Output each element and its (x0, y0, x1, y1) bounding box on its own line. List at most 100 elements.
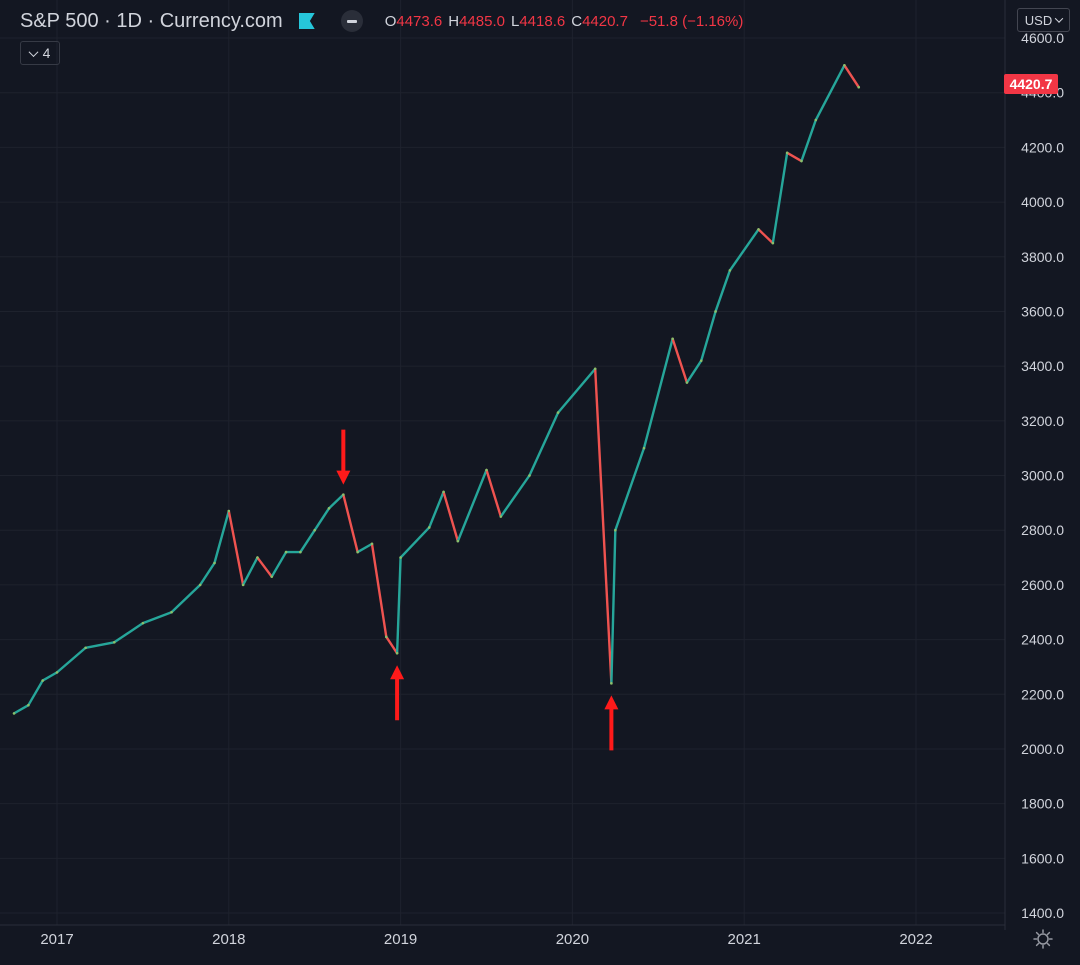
ohlc-close: C4420.7 (571, 12, 628, 30)
price-segment (12, 703, 30, 715)
price-segment (785, 151, 803, 163)
price-point (642, 446, 646, 450)
y-tick-label: 1400.0 (1021, 905, 1064, 921)
currency-select[interactable]: USD (1017, 8, 1070, 32)
price-point (12, 712, 16, 715)
grid (0, 0, 1005, 925)
price-point (313, 528, 317, 532)
price-segment (141, 611, 173, 625)
price-segment (299, 528, 316, 554)
annotation-arrow-up (390, 665, 405, 721)
ohlc-values: O4473.6 H4485.0 L4418.6 C4420.7 −51.8 (−… (385, 13, 744, 30)
price-segment (556, 367, 597, 414)
price-point (395, 651, 399, 655)
hide-legend-button[interactable] (340, 10, 363, 32)
ohlc-low: L4418.6 (510, 12, 566, 30)
price-segment (227, 509, 245, 587)
price-point (227, 509, 231, 513)
price-segment (428, 490, 445, 529)
price-segment (213, 509, 231, 565)
price-segment (814, 64, 846, 122)
x-tick-label: 2019 (384, 931, 417, 948)
y-tick-label: 1800.0 (1021, 796, 1064, 812)
price-change: −51.8 (−1.16%) (639, 12, 744, 30)
price-point (456, 539, 460, 543)
price-point (170, 610, 173, 614)
price-point (270, 575, 274, 578)
price-segment (528, 411, 560, 477)
price-segment (342, 493, 359, 554)
price-segment (385, 635, 399, 655)
settings-button[interactable] (1030, 926, 1056, 952)
y-tick-label: 3400.0 (1021, 358, 1064, 374)
y-tick-label: 2200.0 (1021, 686, 1064, 702)
annotation-arrow-up (604, 695, 619, 751)
price-segment (714, 269, 732, 313)
price-segment (499, 474, 531, 518)
y-tick-label: 2400.0 (1021, 632, 1064, 648)
price-point (771, 241, 775, 245)
indicators-toggle-button[interactable]: 4 (20, 41, 60, 65)
price-point (213, 561, 216, 565)
price-segment (485, 468, 503, 518)
price-point (41, 679, 44, 682)
gear-icon (1033, 929, 1053, 949)
price-segment (241, 556, 259, 587)
time-axis[interactable]: 2017 2018 2019 2020 2021 2022 (40, 931, 932, 948)
y-tick-label: 1600.0 (1021, 850, 1064, 866)
price-point (757, 228, 760, 231)
x-tick-label: 2017 (40, 931, 73, 948)
flag-icon[interactable] (298, 13, 315, 29)
chart-legend: S&P 500 · 1D · Currency.com O4473.6 H448… (0, 6, 1010, 36)
currency-label: USD (1024, 12, 1053, 28)
price-segment (685, 359, 703, 384)
price-point (593, 367, 597, 371)
y-tick-label: 4200.0 (1021, 139, 1064, 155)
price-segment (442, 490, 460, 543)
x-tick-label: 2021 (728, 931, 761, 948)
price-point (442, 490, 445, 494)
last-price-badge: 4420.7 (1004, 74, 1058, 94)
price-point (614, 528, 617, 532)
x-tick-label: 2020 (556, 931, 589, 948)
price-segment (370, 542, 388, 639)
price-segment (757, 228, 775, 245)
price-point (800, 159, 803, 163)
price-segment (327, 493, 345, 510)
annotation-arrow-down (336, 429, 351, 485)
price-segment (456, 468, 488, 543)
price-point (284, 550, 288, 554)
price-point (241, 583, 245, 587)
price-point (84, 646, 87, 650)
price-segment (800, 118, 817, 163)
y-tick-label: 4000.0 (1021, 194, 1064, 210)
price-point (198, 583, 202, 587)
price-segment (771, 151, 789, 245)
price-point (399, 556, 402, 559)
price-segment (399, 526, 431, 559)
price-point (342, 493, 345, 496)
price-segment (55, 646, 87, 674)
x-tick-label: 2022 (899, 931, 932, 948)
price-point (256, 556, 259, 559)
price-series (12, 64, 861, 715)
price-segment (610, 528, 617, 685)
price-segment (41, 671, 59, 682)
y-tick-label: 3000.0 (1021, 468, 1064, 484)
price-point (728, 269, 732, 272)
price-point (843, 64, 846, 67)
ohlc-high: H4485.0 (448, 12, 505, 30)
minus-icon (346, 19, 357, 23)
price-segment (671, 337, 689, 384)
price-point (671, 337, 674, 341)
price-point (112, 640, 116, 644)
price-point (610, 682, 613, 685)
y-tick-label: 3800.0 (1021, 249, 1064, 265)
price-axis[interactable]: 1400.0 1600.0 1800.0 2000.0 2200.0 2400.0 2600… (1021, 30, 1064, 921)
price-segment (84, 641, 116, 649)
price-point (556, 411, 560, 414)
ohlc-open: O4473.6 (384, 12, 443, 30)
price-segment (27, 679, 44, 707)
symbol-title[interactable]: S&P 500 · 1D · Currency.com (20, 9, 283, 32)
